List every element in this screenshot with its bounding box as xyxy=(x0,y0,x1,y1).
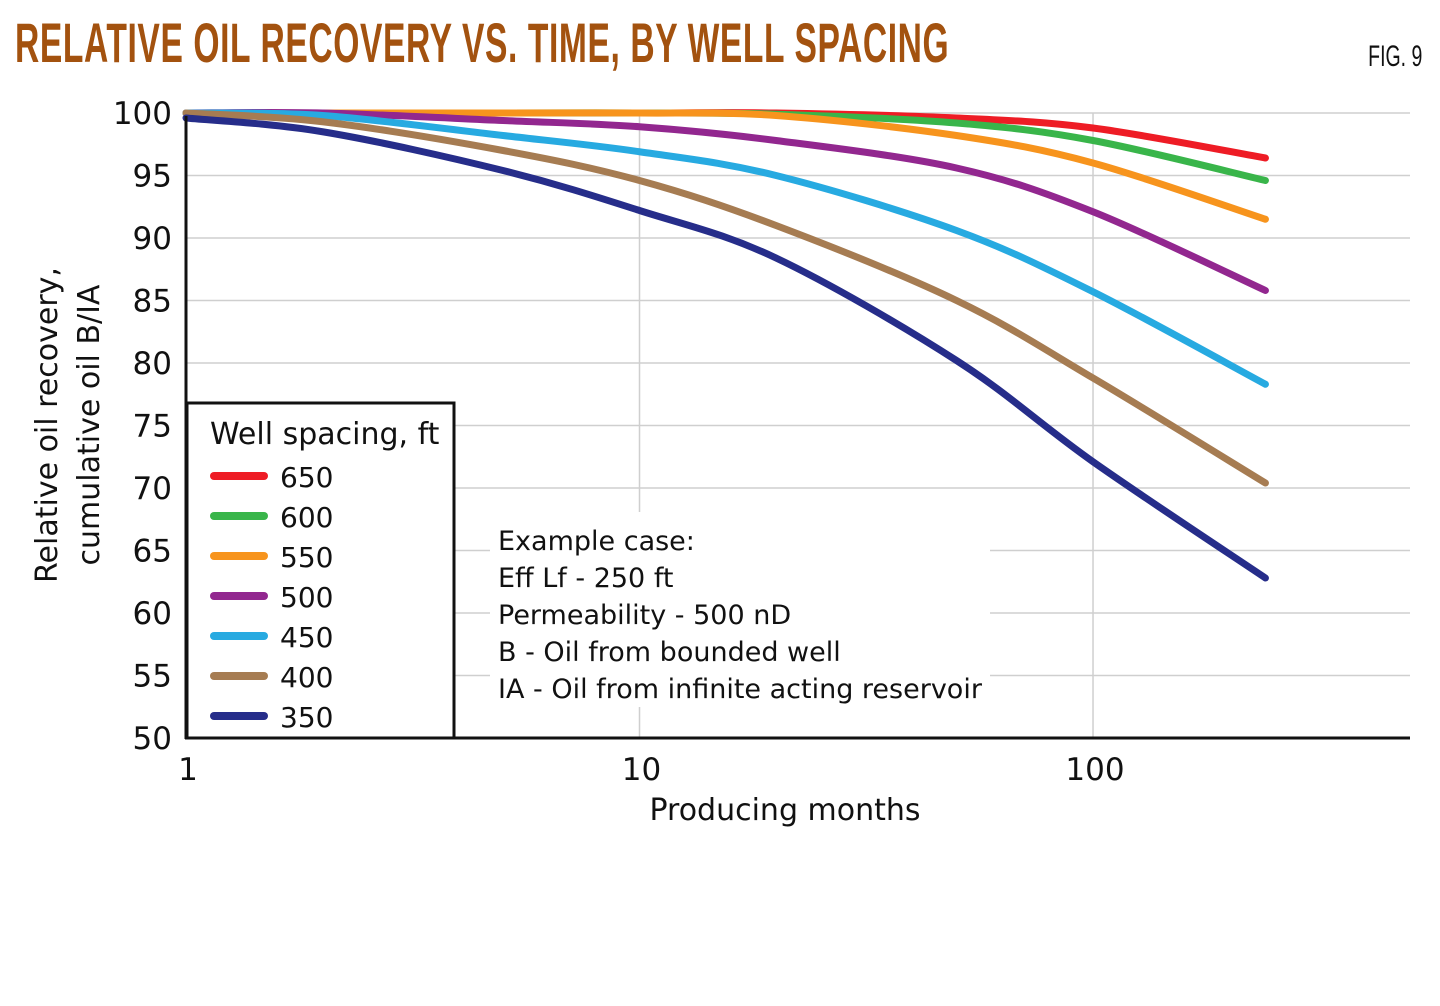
legend-label-550: 550 xyxy=(280,541,333,574)
figure-label: FIG. 9 xyxy=(1367,40,1422,73)
legend-label-400: 400 xyxy=(280,661,333,694)
y-axis-label-line2: cumulative oil B/IA xyxy=(72,284,107,565)
y-tick-label: 70 xyxy=(133,471,172,507)
series-line-350 xyxy=(182,114,1269,582)
legend-label-350: 350 xyxy=(280,701,333,734)
series-line-400 xyxy=(182,109,1269,487)
legend: Well spacing, ft 650 600 550 500 450 400 350 xyxy=(185,401,456,740)
legend-title: Well spacing, ft xyxy=(210,417,440,452)
tick-labels: 50 55 60 65 70 75 80 85 90 95 100 1 10 100 xyxy=(113,96,1125,788)
legend-label-600: 600 xyxy=(280,501,333,534)
x-tick-label: 1 xyxy=(178,752,198,788)
y-tick-label: 75 xyxy=(133,409,172,445)
annotation-box: Example case: Eff Lf - 250 ft Permeability… xyxy=(490,512,990,707)
y-tick-label: 90 xyxy=(133,221,172,257)
annotation-background xyxy=(490,512,990,707)
y-tick-label: 50 xyxy=(133,721,172,757)
axes xyxy=(184,116,1410,740)
series-line-500 xyxy=(182,108,1269,294)
annotation-line: IA - Oil from infinite acting reservoir xyxy=(498,674,983,705)
x-axis-label: Producing months xyxy=(649,793,920,828)
y-tick-label: 65 xyxy=(133,534,172,570)
annotation-line: Eff Lf - 250 ft xyxy=(498,563,673,594)
legend-label-650: 650 xyxy=(280,461,333,494)
series-line-450 xyxy=(182,109,1269,388)
y-tick-label: 100 xyxy=(113,96,172,132)
chart-title: RELATIVE OIL RECOVERY VS. TIME, BY WELL … xyxy=(15,11,950,74)
legend-label-500: 500 xyxy=(280,581,333,614)
annotation-line: Permeability - 500 nD xyxy=(498,600,791,631)
y-tick-label: 95 xyxy=(133,159,172,195)
y-tick-label: 60 xyxy=(133,596,172,632)
x-tick-label: 100 xyxy=(1065,752,1124,788)
series-lines xyxy=(182,108,1269,582)
annotation-line: Example case: xyxy=(498,526,695,557)
y-tick-label: 85 xyxy=(133,284,172,320)
legend-box xyxy=(185,401,456,740)
x-tick-label: 10 xyxy=(622,752,661,788)
y-tick-label: 55 xyxy=(133,659,172,695)
annotation-line: B - Oil from bounded well xyxy=(498,637,841,668)
legend-label-450: 450 xyxy=(280,621,333,654)
y-tick-label: 80 xyxy=(133,346,172,382)
y-axis-label-line1: Relative oil recovery, xyxy=(30,267,65,583)
